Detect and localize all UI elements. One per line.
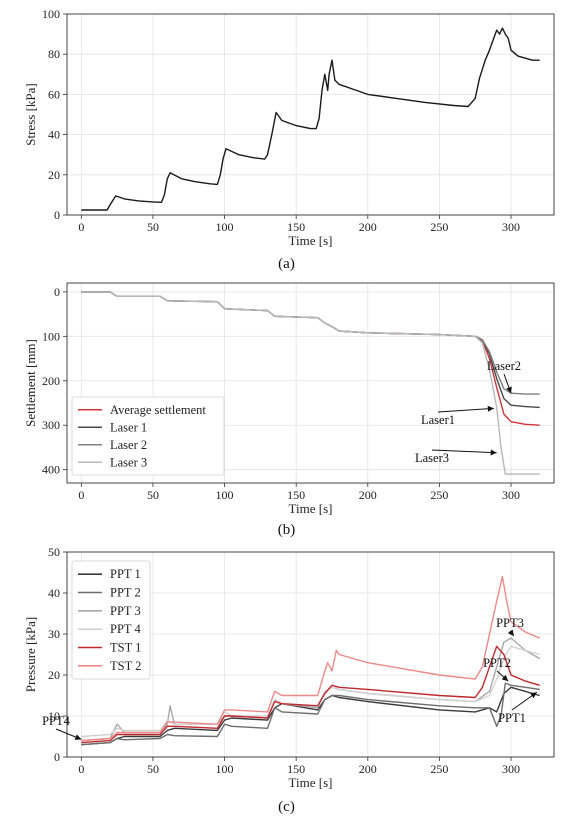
x-tick-label: 300 <box>502 762 520 776</box>
x-tick-label: 300 <box>502 220 520 234</box>
annotation-label: PPT1 <box>498 711 526 725</box>
y-tick-label: 300 <box>42 418 60 432</box>
x-tick-label: 100 <box>216 762 234 776</box>
y-tick-label: 30 <box>48 627 60 641</box>
plot-frame <box>66 13 555 216</box>
x-tick-label: 0 <box>78 762 84 776</box>
y-tick-label: 0 <box>54 285 60 299</box>
annotation-arrow <box>431 449 497 454</box>
x-tick-label: 50 <box>147 762 159 776</box>
panel-label: (a) <box>278 256 295 272</box>
plot-frame <box>66 551 555 758</box>
series-line-laser-3 <box>81 291 540 475</box>
legend: PPT 1 PPT 2 PPT 3 PPT 4 TST 1 TST 2 <box>71 560 151 680</box>
y-tick-label: 200 <box>42 374 60 388</box>
annotation-arrowhead <box>501 674 509 682</box>
y-axis-label: Stress [kPa] <box>23 83 38 145</box>
series-line-ppt-2 <box>81 682 540 746</box>
y-tick-label: 50 <box>48 545 60 559</box>
legend-box <box>71 560 151 680</box>
series-line-ppt-1 <box>81 686 540 746</box>
legend-label: PPT 2 <box>110 586 141 600</box>
y-tick-label: 80 <box>48 47 60 61</box>
legend-label: TST 2 <box>110 659 141 673</box>
x-tick-label: 50 <box>147 488 159 502</box>
legend-box <box>71 396 225 476</box>
legend-label: Laser 3 <box>110 455 147 469</box>
annotation-arrowhead <box>490 449 497 456</box>
series-line-1 <box>81 27 540 211</box>
chart-panel-3: 0 50 100 150 200 250 300 0 10 20 30 40 50 Time [s] Pre… <box>23 545 555 815</box>
y-tick-label: 0 <box>54 208 60 222</box>
legend-label: PPT 4 <box>110 622 141 636</box>
x-tick-label: 150 <box>287 488 305 502</box>
x-tick-label: 0 <box>78 220 84 234</box>
x-tick-label: 250 <box>430 220 448 234</box>
x-tick-label: 100 <box>216 220 234 234</box>
y-tick-label: 20 <box>48 168 60 182</box>
annotation-arrowhead <box>506 386 512 394</box>
x-tick-label: 250 <box>430 488 448 502</box>
annotation-label: PPT4 <box>42 714 71 728</box>
y-tick-label: 100 <box>42 329 60 343</box>
series-line-tst-2 <box>81 575 540 742</box>
y-tick-label: 10 <box>48 709 60 723</box>
chart-panel-1: 0 50 100 150 200 250 300 0 20 40 60 80 100 Time [s] St… <box>23 7 555 272</box>
annotation-label: Laser3 <box>415 451 449 465</box>
legend: Average settlement Laser 1 Laser 2 Laser 3 <box>71 396 225 476</box>
x-tick-label: 100 <box>216 488 234 502</box>
annotation-label: Laser1 <box>421 413 455 427</box>
y-axis-label: Settlement [mm] <box>23 339 38 427</box>
x-axis-label: Time [s] <box>289 775 333 790</box>
legend-label: PPT 3 <box>110 604 141 618</box>
x-axis-label: Time [s] <box>289 501 333 516</box>
x-tick-label: 200 <box>359 762 377 776</box>
annotation-arrowhead <box>507 629 514 637</box>
x-tick-label: 300 <box>502 488 520 502</box>
panel-label: (c) <box>278 799 295 815</box>
y-tick-label: 100 <box>42 7 60 21</box>
y-tick-label: 20 <box>48 668 60 682</box>
panel-label: (b) <box>278 522 296 538</box>
x-tick-label: 50 <box>147 220 159 234</box>
annotation-label: PPT3 <box>496 616 524 630</box>
legend-label: Laser 2 <box>110 438 147 452</box>
y-tick-label: 0 <box>54 750 60 764</box>
series-line-tst-1 <box>81 645 540 744</box>
x-tick-label: 0 <box>78 488 84 502</box>
y-tick-label: 400 <box>42 463 60 477</box>
series-line-laser-1 <box>81 291 540 409</box>
series-line-laser-2 <box>81 291 540 395</box>
x-tick-label: 200 <box>359 488 377 502</box>
x-tick-label: 250 <box>430 762 448 776</box>
legend-label: PPT 1 <box>110 567 141 581</box>
y-tick-label: 40 <box>48 586 60 600</box>
annotation-label: PPT2 <box>483 656 511 670</box>
annotation-arrowhead <box>530 692 537 699</box>
x-tick-label: 150 <box>287 220 305 234</box>
chart-panel-2: 0 50 100 150 200 250 300 0 100 200 300 400 Time [s] S… <box>23 282 555 538</box>
x-tick-label: 200 <box>359 220 377 234</box>
x-axis-label: Time [s] <box>289 233 333 248</box>
legend-label: Laser 1 <box>110 420 147 434</box>
y-tick-label: 60 <box>48 87 60 101</box>
y-axis-label: Pressure [kPa] <box>23 617 38 692</box>
plot-frame <box>66 282 555 484</box>
annotation-label: Laser2 <box>487 359 521 373</box>
x-tick-label: 150 <box>287 762 305 776</box>
annotation-arrowhead <box>487 405 494 412</box>
legend-label: Average settlement <box>110 403 206 417</box>
legend-label: TST 1 <box>110 641 141 655</box>
annotation-arrow <box>437 407 494 413</box>
annotation-arrowhead <box>74 734 82 740</box>
y-tick-label: 40 <box>48 128 60 142</box>
